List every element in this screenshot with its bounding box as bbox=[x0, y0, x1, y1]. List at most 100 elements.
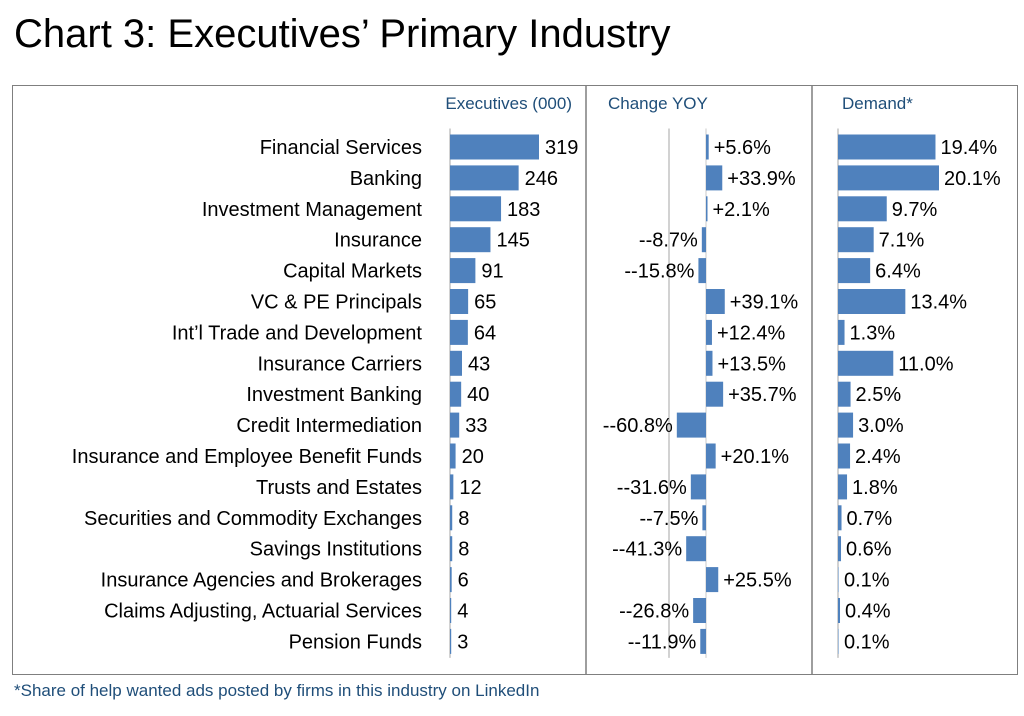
category-label: Int’l Trade and Development bbox=[172, 322, 423, 344]
change-bar bbox=[701, 227, 706, 253]
demand-value-label: 9.7% bbox=[892, 199, 938, 221]
demand-bar bbox=[838, 196, 887, 222]
demand-bar bbox=[838, 350, 894, 376]
change-value-label: +35.7% bbox=[728, 384, 797, 406]
executives-bar bbox=[450, 412, 460, 438]
demand-value-label: 0.1% bbox=[844, 631, 890, 653]
change-value-label: +5.6% bbox=[714, 137, 771, 159]
column-header: Executives (000) bbox=[445, 94, 572, 113]
change-bar bbox=[706, 319, 712, 345]
executives-value-label: 145 bbox=[496, 230, 529, 252]
executives-value-label: 4 bbox=[457, 601, 468, 623]
executives-bar bbox=[450, 598, 452, 623]
executives-value-label: 12 bbox=[459, 477, 481, 499]
change-bar bbox=[706, 165, 723, 191]
change-value-label: +12.4% bbox=[717, 322, 786, 344]
executives-bar bbox=[450, 443, 456, 469]
executives-value-label: 246 bbox=[525, 168, 558, 190]
demand-bar bbox=[838, 134, 936, 160]
demand-value-label: 0.1% bbox=[844, 570, 890, 592]
category-label: VC & PE Principals bbox=[251, 292, 422, 314]
demand-bar bbox=[838, 289, 906, 314]
executives-value-label: 64 bbox=[474, 322, 496, 344]
change-value-label: --7.5% bbox=[639, 508, 698, 530]
executives-value-label: 183 bbox=[507, 199, 540, 221]
executives-bar bbox=[450, 196, 502, 222]
change-value-label: --11.9% bbox=[628, 631, 697, 653]
demand-value-label: 3.0% bbox=[858, 415, 904, 437]
demand-bar bbox=[838, 474, 848, 500]
executives-value-label: 91 bbox=[481, 261, 503, 283]
change-bar bbox=[693, 598, 706, 623]
change-bar bbox=[706, 381, 724, 407]
demand-bar bbox=[838, 567, 839, 593]
change-bar bbox=[686, 536, 706, 562]
executives-bar bbox=[450, 289, 469, 314]
demand-bar bbox=[838, 258, 871, 284]
change-value-label: --31.6% bbox=[617, 477, 687, 499]
demand-value-label: 1.3% bbox=[850, 322, 896, 344]
category-label: Pension Funds bbox=[289, 631, 422, 653]
change-bar bbox=[706, 567, 719, 593]
executives-value-label: 319 bbox=[545, 137, 578, 159]
demand-value-label: 1.8% bbox=[852, 477, 898, 499]
demand-bar bbox=[838, 412, 854, 438]
change-bar bbox=[690, 474, 706, 500]
demand-bar bbox=[838, 443, 851, 469]
category-label: Claims Adjusting, Actuarial Services bbox=[104, 601, 422, 623]
change-value-label: --60.8% bbox=[603, 415, 673, 437]
executives-bar bbox=[450, 165, 519, 191]
demand-value-label: 2.5% bbox=[856, 384, 902, 406]
category-label: Savings Institutions bbox=[250, 539, 422, 561]
demand-bar bbox=[838, 381, 851, 407]
change-value-label: +2.1% bbox=[713, 199, 770, 221]
demand-bar bbox=[838, 628, 839, 654]
change-value-label: +20.1% bbox=[721, 446, 790, 468]
column-header: Change YOY bbox=[608, 94, 708, 113]
demand-value-label: 19.4% bbox=[940, 137, 997, 159]
change-value-label: +33.9% bbox=[727, 168, 796, 190]
category-label: Financial Services bbox=[260, 137, 422, 159]
demand-value-label: 0.6% bbox=[846, 539, 892, 561]
demand-bar bbox=[838, 165, 939, 191]
change-value-label: --8.7% bbox=[639, 230, 698, 252]
executives-bar bbox=[450, 134, 539, 160]
demand-value-label: 20.1% bbox=[944, 168, 1001, 190]
category-label: Insurance and Employee Benefit Funds bbox=[72, 446, 422, 468]
demand-value-label: 2.4% bbox=[855, 446, 901, 468]
demand-bar bbox=[838, 536, 842, 562]
executives-bar bbox=[450, 227, 491, 253]
change-value-label: +25.5% bbox=[723, 570, 792, 592]
change-value-label: --26.8% bbox=[619, 601, 689, 623]
demand-bar bbox=[838, 598, 841, 623]
category-label: Insurance Carriers bbox=[257, 353, 422, 375]
demand-value-label: 7.1% bbox=[879, 230, 925, 252]
demand-value-label: 6.4% bbox=[875, 261, 921, 283]
category-label: Insurance bbox=[334, 230, 422, 252]
demand-value-label: 13.4% bbox=[910, 292, 967, 314]
change-value-label: --41.3% bbox=[612, 539, 682, 561]
change-value-label: +13.5% bbox=[717, 353, 786, 375]
change-bar bbox=[698, 258, 706, 284]
category-label: Trusts and Estates bbox=[256, 477, 422, 499]
executives-value-label: 6 bbox=[458, 570, 469, 592]
executives-bar bbox=[450, 474, 454, 500]
category-label: Capital Markets bbox=[283, 261, 422, 283]
change-bar bbox=[702, 505, 706, 531]
demand-bar bbox=[838, 227, 874, 253]
demand-value-label: 0.7% bbox=[847, 508, 893, 530]
executives-value-label: 8 bbox=[458, 508, 469, 530]
executives-bar bbox=[450, 319, 468, 345]
change-bar bbox=[706, 196, 708, 222]
executives-value-label: 8 bbox=[458, 539, 469, 561]
executives-value-label: 33 bbox=[465, 415, 487, 437]
executives-value-label: 43 bbox=[468, 353, 490, 375]
change-bar bbox=[706, 443, 716, 469]
executives-bar bbox=[450, 505, 453, 531]
executives-bar bbox=[450, 350, 462, 376]
category-label: Investment Banking bbox=[246, 384, 422, 406]
executives-value-label: 65 bbox=[474, 292, 496, 314]
executives-bar bbox=[450, 381, 462, 407]
demand-value-label: 0.4% bbox=[845, 601, 891, 623]
demand-value-label: 11.0% bbox=[898, 353, 953, 375]
